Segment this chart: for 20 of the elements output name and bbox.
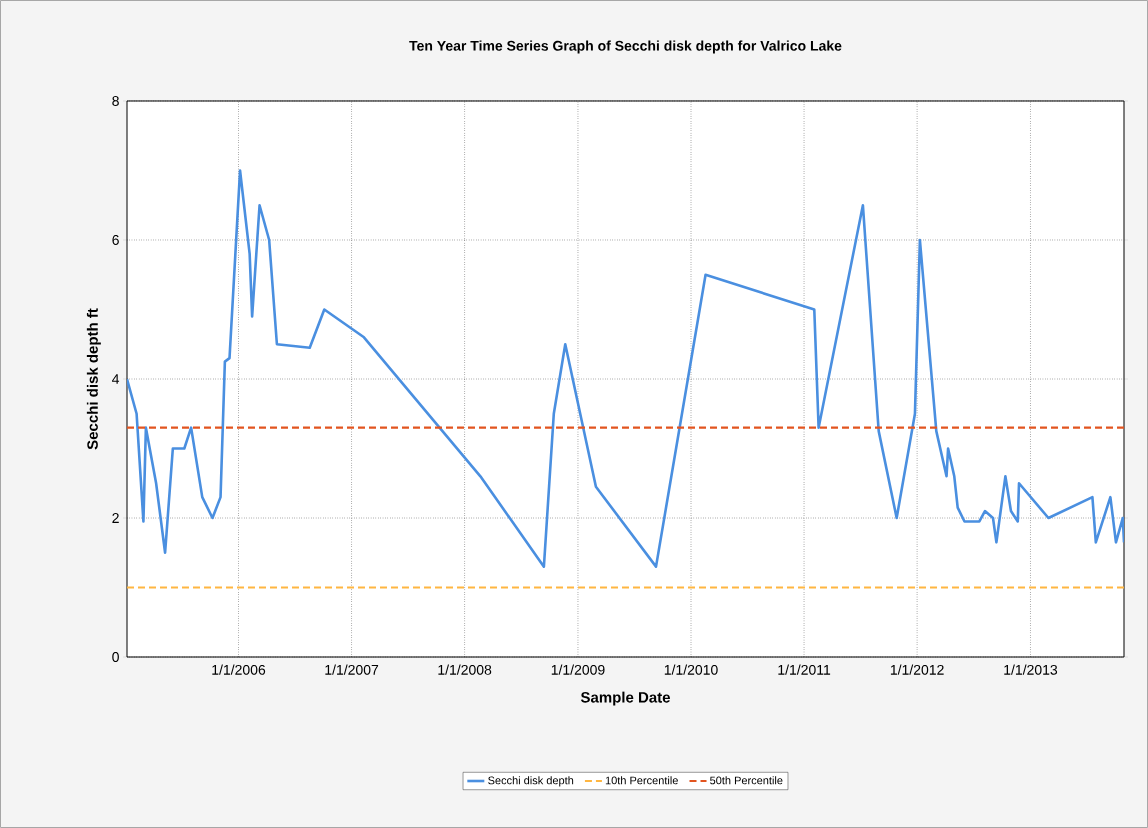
y-tick-label: 2 bbox=[112, 513, 119, 523]
x-tick-label: 1/1/2013 bbox=[1004, 664, 1058, 675]
y-axis-title: Secchi disk depth ft bbox=[86, 308, 101, 450]
x-tick-label: 1/1/2007 bbox=[325, 664, 379, 675]
y-tick-label: 4 bbox=[112, 374, 120, 384]
x-tick-label: 1/1/2009 bbox=[551, 664, 605, 675]
y-tick-label: 8 bbox=[112, 96, 119, 106]
x-tick-label: 1/1/2012 bbox=[890, 664, 944, 675]
x-axis-title: Sample Date bbox=[580, 691, 670, 706]
x-tick-label: 1/1/2010 bbox=[664, 664, 718, 675]
x-tick-label: 1/1/2008 bbox=[438, 664, 492, 675]
chart-title: Ten Year Time Series Graph of Secchi disk depth for Valrico Lake bbox=[409, 40, 842, 54]
legend-label: Secchi disk depth bbox=[488, 776, 574, 787]
y-tick-label: 6 bbox=[112, 235, 119, 245]
x-tick-label: 1/1/2011 bbox=[778, 664, 831, 675]
line-series bbox=[127, 169, 1125, 568]
y-tick-label: 0 bbox=[112, 652, 119, 662]
legend-label: 10th Percentile bbox=[605, 776, 678, 785]
x-tick-label: 1/1/2006 bbox=[212, 664, 266, 675]
legend-label: 50th Percentile bbox=[710, 776, 783, 785]
